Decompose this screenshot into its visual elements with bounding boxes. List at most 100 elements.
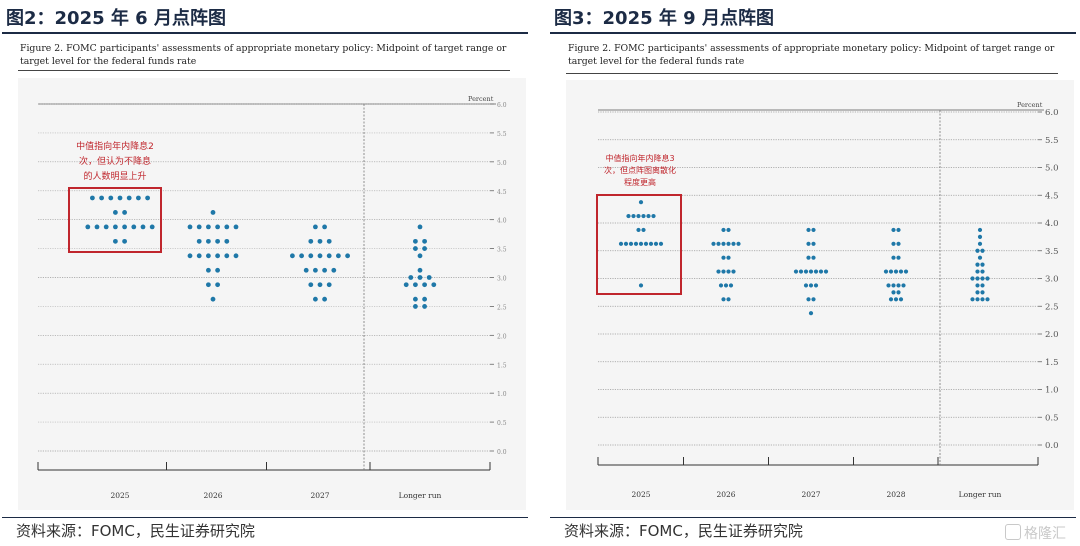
- participant-dot: [975, 297, 980, 302]
- participant-dot: [636, 213, 641, 219]
- participant-dot: [313, 267, 318, 273]
- participant-dot: [290, 253, 295, 259]
- title-divider: [2, 32, 528, 34]
- participant-dot: [417, 275, 423, 280]
- x-category-label: 2026: [203, 491, 222, 500]
- participant-dot: [345, 253, 350, 259]
- participant-dot: [806, 255, 811, 260]
- participant-dot: [728, 283, 734, 288]
- participant-dot: [206, 267, 211, 273]
- participant-dot: [896, 227, 901, 233]
- participant-dot: [308, 253, 314, 259]
- y-axis-label: Percent: [1017, 101, 1043, 109]
- participant-dot: [113, 210, 118, 215]
- participant-dot: [636, 227, 641, 233]
- participant-dot: [317, 253, 323, 259]
- participant-dot: [413, 304, 418, 309]
- participant-dot: [811, 255, 816, 260]
- participant-dot: [977, 234, 983, 239]
- participant-dot: [210, 210, 216, 215]
- participant-dot: [308, 282, 314, 288]
- participant-dot: [196, 224, 202, 230]
- participant-dot: [326, 282, 332, 288]
- x-category-label: 2026: [716, 490, 735, 499]
- participant-dot: [985, 276, 990, 281]
- participant-dot: [638, 241, 644, 246]
- participant-dot: [975, 262, 980, 267]
- y-tick-label: 1.0: [497, 391, 507, 398]
- participant-dot: [970, 276, 975, 281]
- chart-panel-june: 图2：2025 年 6 月点阵图 Figure 2. FOMC particip…: [0, 0, 528, 546]
- participant-dot: [798, 269, 804, 274]
- participant-dot: [893, 269, 899, 274]
- participant-dot: [811, 241, 816, 246]
- participant-dot: [317, 238, 323, 244]
- y-tick-label: 5.0: [1045, 164, 1059, 174]
- participant-dot: [726, 297, 731, 302]
- title-divider: [550, 32, 1076, 34]
- y-tick-label: 0.5: [497, 420, 507, 427]
- y-tick-label: 0.0: [1045, 441, 1059, 451]
- participant-dot: [977, 227, 983, 233]
- panel-title: 图3：2025 年 9 月点阵图: [554, 8, 774, 29]
- participant-dot: [618, 241, 624, 246]
- y-tick-label: 2.5: [1045, 302, 1059, 312]
- participant-dot: [422, 296, 427, 302]
- participant-dot: [145, 195, 151, 201]
- participant-dot: [716, 241, 721, 246]
- participant-dot: [903, 269, 909, 274]
- participant-dot: [726, 241, 731, 246]
- participant-dot: [417, 224, 423, 230]
- participant-dot: [975, 269, 980, 274]
- participant-dot: [103, 224, 109, 230]
- participant-dot: [633, 241, 639, 246]
- participant-dot: [888, 269, 894, 274]
- x-category-label: 2025: [110, 491, 129, 500]
- participant-dot: [975, 248, 980, 253]
- participant-dot: [711, 241, 716, 246]
- dot-plot-september: 0.0 0.5 1.0 1.5 2.0 2.5 3.0 3.5 4.0 4.5 5.0 5.5 6.0P…: [596, 101, 1059, 499]
- participant-dot: [898, 269, 904, 274]
- participant-dot: [422, 246, 427, 251]
- participant-dot: [726, 255, 731, 260]
- participant-dot: [215, 253, 221, 259]
- participant-dot: [85, 224, 91, 230]
- participant-dot: [331, 267, 337, 273]
- participant-dot: [149, 224, 155, 230]
- participant-dot: [806, 241, 811, 246]
- source-note: 资料来源：FOMC，民生证券研究院: [564, 522, 803, 540]
- participant-dot: [803, 283, 809, 288]
- annotation-text: 的人数明显上升: [83, 170, 146, 182]
- participant-dot: [898, 297, 904, 302]
- participant-dot: [336, 253, 341, 259]
- participant-dot: [808, 283, 814, 288]
- participant-dot: [977, 241, 983, 246]
- y-tick-label: 5.5: [497, 131, 507, 138]
- participant-dot: [322, 267, 327, 273]
- participant-dot: [980, 269, 985, 274]
- participant-dot: [215, 267, 221, 273]
- participant-dot: [322, 296, 327, 302]
- participant-dot: [224, 253, 230, 259]
- participant-dot: [975, 283, 980, 288]
- y-axis-label: Percent: [468, 95, 494, 103]
- participant-dot: [896, 241, 901, 246]
- participant-dot: [215, 282, 221, 288]
- participant-dot: [313, 296, 318, 302]
- y-tick-label: 2.0: [497, 333, 507, 340]
- annotation-text: 中值指向年内降息3: [605, 153, 674, 163]
- participant-dot: [431, 282, 437, 288]
- y-tick-label: 1.0: [1045, 386, 1059, 396]
- participant-dot: [818, 269, 824, 274]
- y-tick-label: 4.5: [1045, 191, 1059, 201]
- panel-title: 图2：2025 年 6 月点阵图: [6, 8, 226, 29]
- participant-dot: [426, 275, 432, 280]
- participant-dot: [215, 238, 221, 244]
- participant-dot: [638, 200, 644, 205]
- chart-panel-september: 图3：2025 年 9 月点阵图 Figure 2. FOMC particip…: [548, 0, 1076, 546]
- annotation-text: 程度更高: [624, 177, 656, 187]
- participant-dot: [793, 269, 799, 274]
- participant-dot: [643, 241, 649, 246]
- y-tick-label: 2.0: [1045, 330, 1059, 340]
- participant-dot: [980, 276, 985, 281]
